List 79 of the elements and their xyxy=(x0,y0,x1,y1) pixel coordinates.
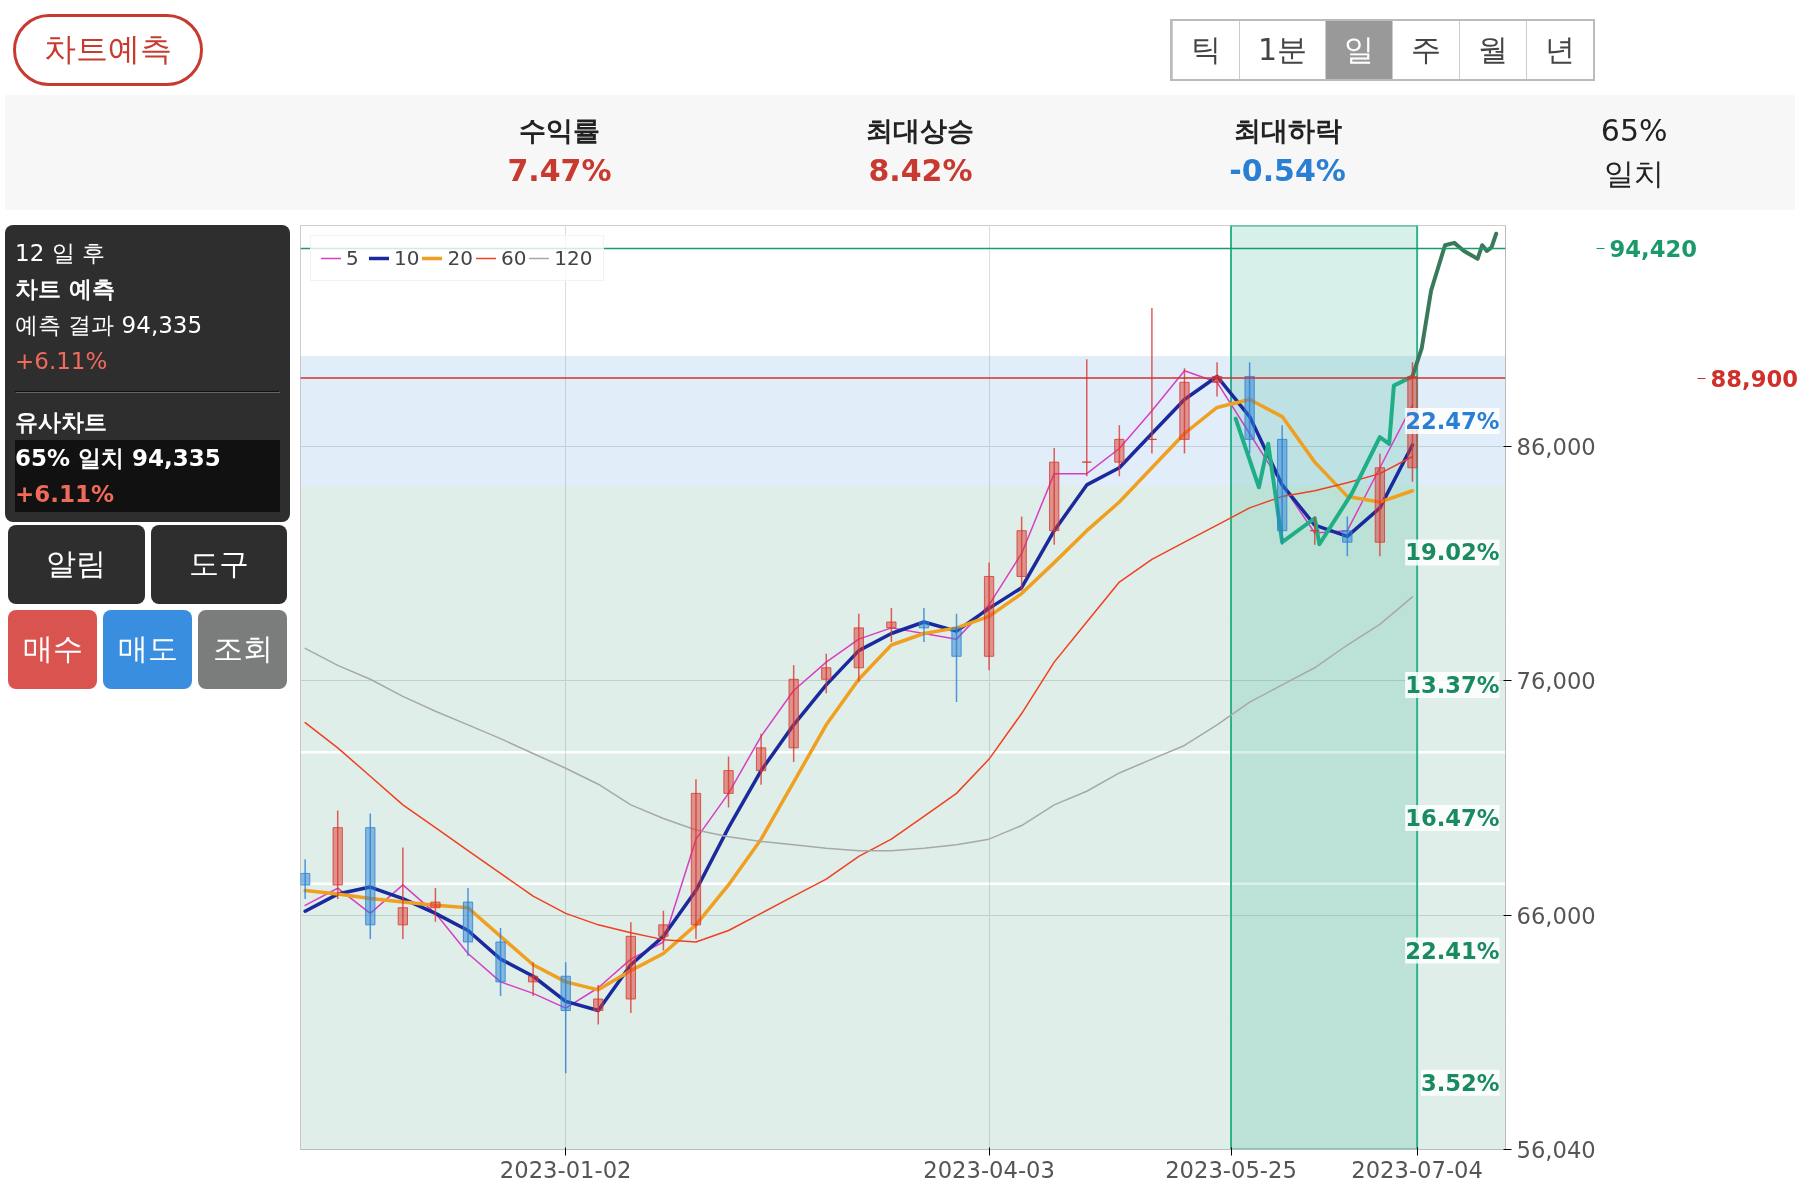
candlestick xyxy=(1114,424,1125,477)
candlestick xyxy=(886,607,897,643)
x-tick-label: 2023-07-04 xyxy=(1351,1156,1483,1183)
candlestick xyxy=(821,652,832,695)
text: 8.42% xyxy=(867,152,974,191)
candlestick xyxy=(853,613,864,683)
candlestick xyxy=(723,755,734,809)
text: 일 xyxy=(1325,20,1392,80)
band-label: 22.41% xyxy=(1405,937,1500,964)
candlestick xyxy=(1244,361,1255,455)
text: 월 xyxy=(1459,20,1526,80)
ref-line-label: 94,420 xyxy=(1609,236,1697,263)
candlestick xyxy=(788,664,799,763)
ref-line-label: 88,900 xyxy=(1710,365,1798,392)
candlestick xyxy=(593,984,604,1026)
text: 년 xyxy=(1526,20,1593,80)
text: 도구 xyxy=(150,525,287,604)
candlestick xyxy=(332,809,343,900)
legend-label: 10 xyxy=(394,246,420,270)
candlestick xyxy=(690,778,702,940)
candlestick xyxy=(495,927,506,997)
band-label: 13.37% xyxy=(1405,671,1500,698)
y-tick-label: 66,000 xyxy=(1516,903,1596,930)
candlestick xyxy=(755,733,767,786)
text: 매수 xyxy=(8,609,97,689)
candlestick xyxy=(300,858,311,900)
candlestick xyxy=(560,961,571,1074)
text: 12 일 후 xyxy=(15,239,106,268)
legend-label: 120 xyxy=(554,246,593,270)
candlestick xyxy=(1049,447,1060,546)
x-tick-label: 2023-04-03 xyxy=(923,1156,1055,1183)
text: 조회 xyxy=(198,609,287,689)
candlestick xyxy=(527,961,539,997)
candlestick xyxy=(658,910,669,952)
candlestick xyxy=(625,921,636,1014)
text: -0.54% xyxy=(1229,152,1346,191)
legend-label: 60 xyxy=(500,246,527,270)
candlestick xyxy=(1016,515,1027,592)
text: 수익률 xyxy=(517,113,601,148)
band-label: 16.47% xyxy=(1405,805,1500,832)
y-tick-label: 56,040 xyxy=(1516,1137,1596,1163)
text: 일치 xyxy=(1603,154,1666,193)
line-series xyxy=(1410,231,1499,379)
y-tick-label: 76,000 xyxy=(1516,668,1596,695)
text: 주 xyxy=(1392,20,1459,80)
text: 7.47% xyxy=(507,152,612,191)
text: 차트 예측 xyxy=(15,275,116,304)
text: 매도 xyxy=(103,609,192,689)
text: 차트예측 xyxy=(13,14,203,86)
candlestick xyxy=(983,561,995,672)
candlestick xyxy=(918,607,930,643)
candlestick xyxy=(1309,515,1320,546)
text: 알림 xyxy=(8,525,145,604)
candlestick xyxy=(1374,452,1386,558)
text: 1분 xyxy=(1238,20,1325,80)
x-tick-label: 2023-05-25 xyxy=(1165,1156,1297,1183)
text: 65% xyxy=(1600,111,1668,150)
candlestick xyxy=(365,812,376,940)
candlestick xyxy=(951,613,962,703)
text: 최대상승 xyxy=(866,113,975,148)
text: 유사차트 xyxy=(15,408,108,437)
candlestick xyxy=(462,887,474,957)
legend-label: 20 xyxy=(447,246,473,270)
x-tick-label: 2023-01-02 xyxy=(499,1156,632,1183)
candlestick xyxy=(1342,515,1353,558)
text: 예측 결과 94,335 xyxy=(15,312,203,338)
text: 틱 xyxy=(1171,20,1239,80)
candlestick xyxy=(430,887,441,923)
band-label: 22.47% xyxy=(1405,408,1500,435)
band-label: 19.02% xyxy=(1405,539,1500,566)
candlestick xyxy=(1277,424,1288,546)
text: +6.11% xyxy=(15,481,115,507)
y-tick-label: 86,000 xyxy=(1516,433,1596,460)
candlestick xyxy=(397,846,409,940)
band-label: 3.52% xyxy=(1420,1069,1500,1096)
legend-label: 5 xyxy=(346,246,360,270)
text: 65% 일치 94,335 xyxy=(15,445,221,471)
text: +6.11% xyxy=(15,348,108,374)
text: 최대하락 xyxy=(1232,113,1343,148)
